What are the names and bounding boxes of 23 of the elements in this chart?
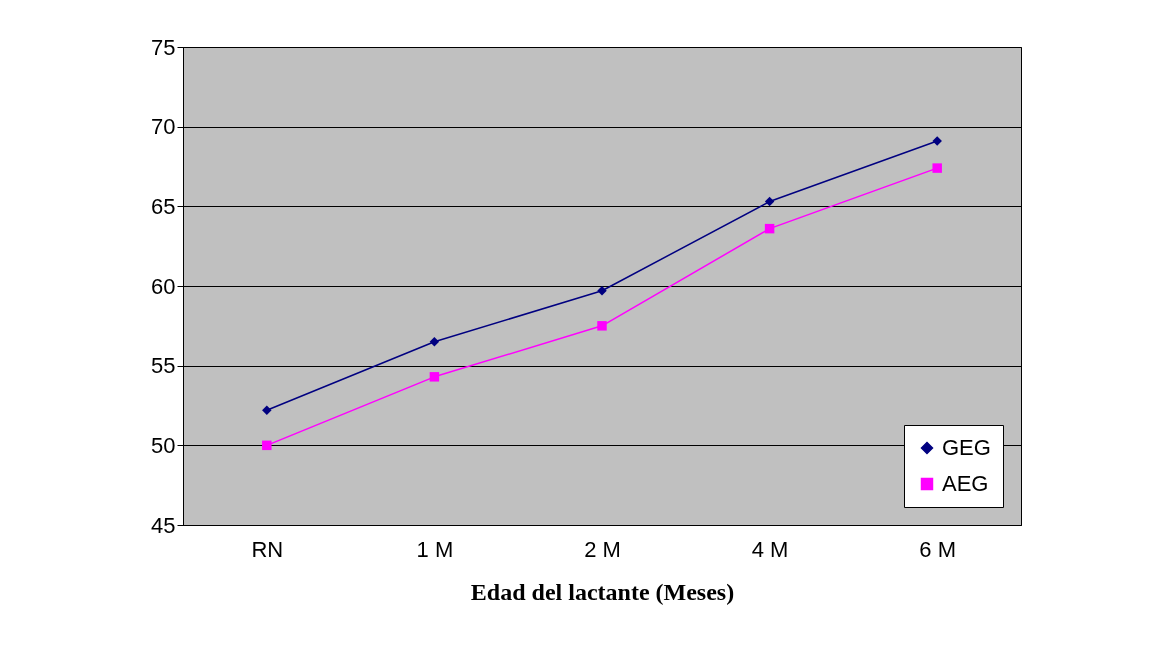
y-tick-label: 75 — [151, 34, 176, 60]
y-tick-label: 70 — [151, 114, 176, 140]
x-tick-label: RN — [251, 536, 284, 562]
point — [764, 223, 775, 234]
x-axis-title: Edad del lactante (Meses) — [470, 578, 735, 605]
point — [932, 163, 942, 173]
x-tick-label: 2 M — [584, 536, 621, 562]
legend-label: AEG — [942, 471, 989, 496]
legend-label: GEG — [942, 435, 991, 460]
x-tick-label: 4 M — [751, 536, 789, 562]
point — [764, 196, 775, 207]
point — [429, 372, 440, 382]
point — [597, 321, 607, 331]
y-tick-label: 60 — [151, 273, 176, 299]
y-tick-label: 65 — [151, 193, 176, 219]
y-tick-label: 45 — [151, 512, 176, 538]
x-tick-label: 1 M — [416, 536, 454, 562]
point — [429, 337, 440, 347]
point — [262, 440, 272, 451]
y-tick-label: 55 — [151, 353, 176, 379]
x-tick-label: 6 M — [919, 536, 957, 562]
point — [262, 405, 272, 416]
y-tick-label: 50 — [151, 432, 176, 458]
